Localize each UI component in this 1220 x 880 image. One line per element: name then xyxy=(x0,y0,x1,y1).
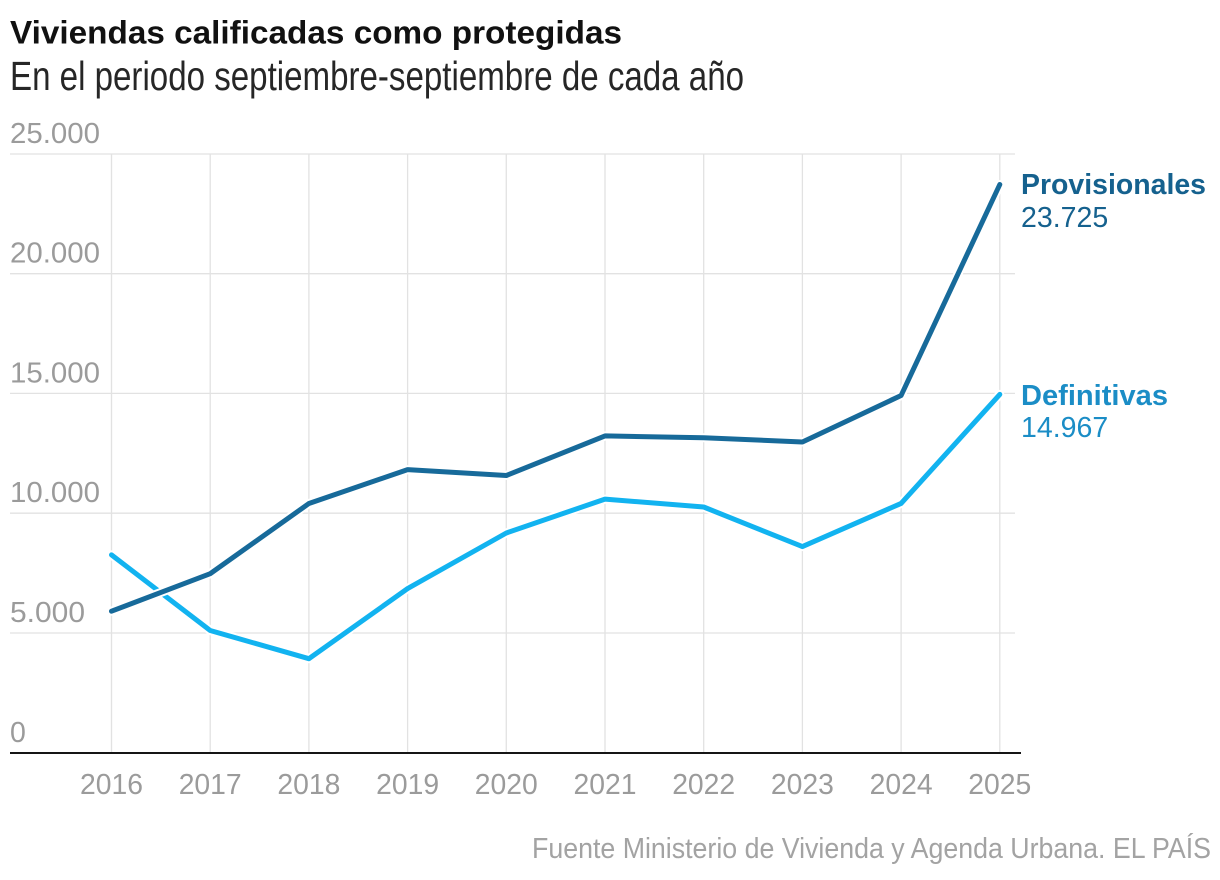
svg-text:2021: 2021 xyxy=(574,769,637,801)
svg-text:Fuente Ministerio de Vivienda: Fuente Ministerio de Vivienda y Agenda U… xyxy=(532,833,1211,865)
svg-text:2020: 2020 xyxy=(475,769,538,801)
svg-text:5.000: 5.000 xyxy=(10,597,85,629)
svg-text:Viviendas calificadas como pro: Viviendas calificadas como protegidas xyxy=(10,14,622,50)
svg-text:En el periodo septiembre-septi: En el periodo septiembre-septiembre de c… xyxy=(10,53,744,99)
svg-text:2019: 2019 xyxy=(376,769,439,801)
svg-text:2018: 2018 xyxy=(277,769,340,801)
svg-text:25.000: 25.000 xyxy=(10,118,100,150)
svg-text:2022: 2022 xyxy=(672,769,735,801)
svg-text:20.000: 20.000 xyxy=(10,238,100,270)
svg-text:2024: 2024 xyxy=(870,769,933,801)
svg-text:15.000: 15.000 xyxy=(10,357,100,389)
svg-text:10.000: 10.000 xyxy=(10,477,100,509)
svg-text:23.725: 23.725 xyxy=(1021,202,1108,234)
svg-text:2017: 2017 xyxy=(179,769,242,801)
svg-text:2016: 2016 xyxy=(80,769,143,801)
svg-text:14.967: 14.967 xyxy=(1021,412,1108,444)
svg-text:2023: 2023 xyxy=(771,769,834,801)
svg-text:0: 0 xyxy=(10,717,26,749)
svg-text:Provisionales: Provisionales xyxy=(1021,169,1206,201)
svg-text:Definitivas: Definitivas xyxy=(1021,380,1168,412)
svg-text:2025: 2025 xyxy=(968,769,1031,801)
